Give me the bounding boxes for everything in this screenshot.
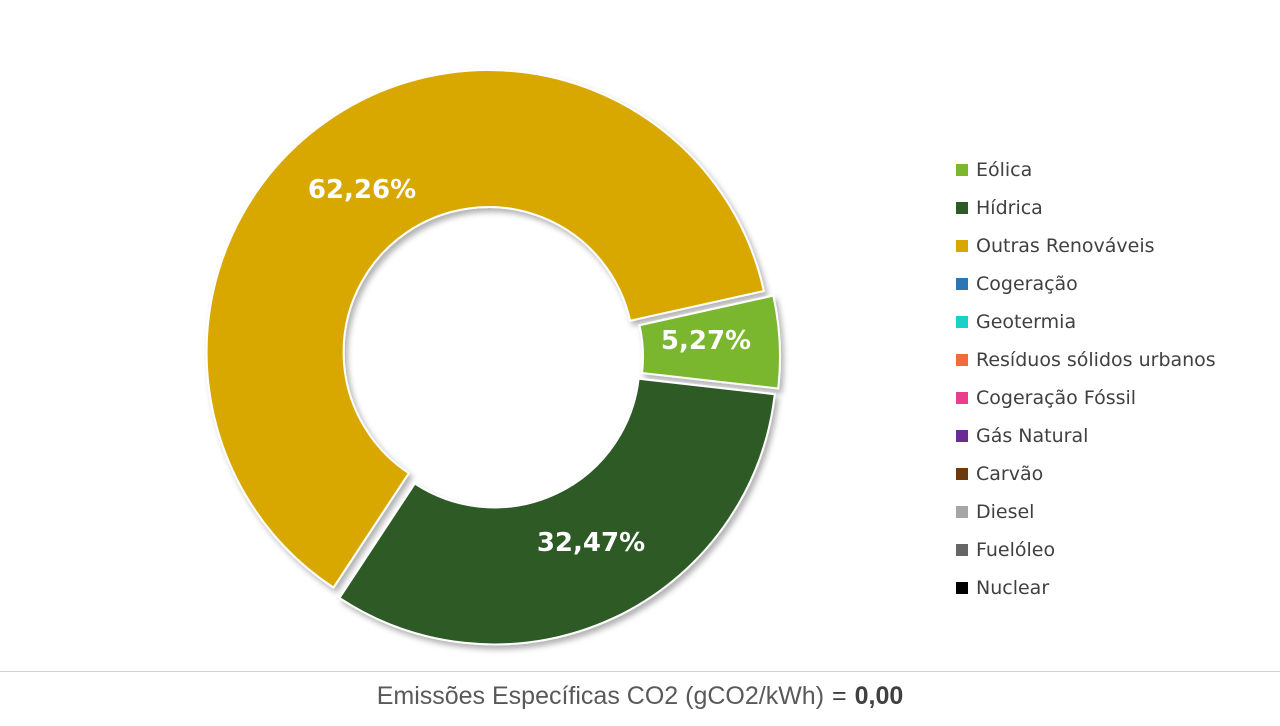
legend-swatch [956, 164, 968, 176]
donut-slices [205, 69, 781, 646]
legend-label: Nuclear [976, 577, 1050, 599]
emissions-equals: = [832, 682, 847, 710]
donut-chart: 5,27% 32,47% 62,26% [205, 69, 781, 646]
legend-swatch [956, 544, 968, 556]
legend-label: Carvão [976, 463, 1044, 485]
legend-swatch [956, 278, 968, 290]
chart-legend: Eólica Hídrica Outras Renováveis Cogeração G… [956, 151, 1216, 607]
legend-label: Outras Renováveis [976, 235, 1155, 257]
legend-label: Cogeração Fóssil [976, 387, 1137, 409]
legend-item: Resíduos sólidos urbanos [956, 341, 1216, 379]
legend-item: Gás Natural [956, 417, 1216, 455]
donut-slice-1 [638, 294, 781, 390]
legend-swatch [956, 506, 968, 518]
legend-item: Hídrica [956, 189, 1216, 227]
legend-swatch [956, 316, 968, 328]
emissions-value: 0,00 [854, 682, 904, 710]
legend-item: Cogeração Fóssil [956, 379, 1216, 417]
data-label-3: 62,26% [308, 175, 416, 205]
donut-slice-2 [338, 377, 776, 646]
legend-swatch [956, 582, 968, 594]
donut-data-labels: 5,27% 32,47% 62,26% [308, 175, 751, 558]
data-label-2: 32,47% [537, 528, 645, 558]
legend-label: Gás Natural [976, 425, 1089, 447]
legend-label: Cogeração [976, 273, 1078, 295]
legend-swatch [956, 392, 968, 404]
legend-item: Carvão [956, 455, 1216, 493]
legend-item: Outras Renováveis [956, 227, 1216, 265]
legend-swatch [956, 202, 968, 214]
legend-swatch [956, 240, 968, 252]
legend-item: Cogeração [956, 265, 1216, 303]
donut-slice-3 [205, 69, 766, 589]
legend-swatch [956, 354, 968, 366]
legend-label: Geotermia [976, 311, 1077, 333]
legend-item: Geotermia [956, 303, 1216, 341]
emissions-footer: Emissões Específicas CO2 (gCO2/kWh) = 0,00 [0, 682, 1280, 711]
footer-divider [0, 671, 1280, 672]
legend-label: Resíduos sólidos urbanos [976, 349, 1216, 371]
legend-item: Nuclear [956, 569, 1216, 607]
data-label-1: 5,27% [661, 326, 751, 356]
legend-swatch [956, 468, 968, 480]
legend-label: Diesel [976, 501, 1035, 523]
legend-label: Fuelóleo [976, 539, 1056, 561]
legend-item: Eólica [956, 151, 1216, 189]
legend-label: Hídrica [976, 197, 1043, 219]
legend-item: Fuelóleo [956, 531, 1216, 569]
legend-swatch [956, 430, 968, 442]
legend-label: Eólica [976, 159, 1033, 181]
legend-item: Diesel [956, 493, 1216, 531]
emissions-label: Emissões Específicas CO2 (gCO2/kWh) [376, 682, 825, 710]
